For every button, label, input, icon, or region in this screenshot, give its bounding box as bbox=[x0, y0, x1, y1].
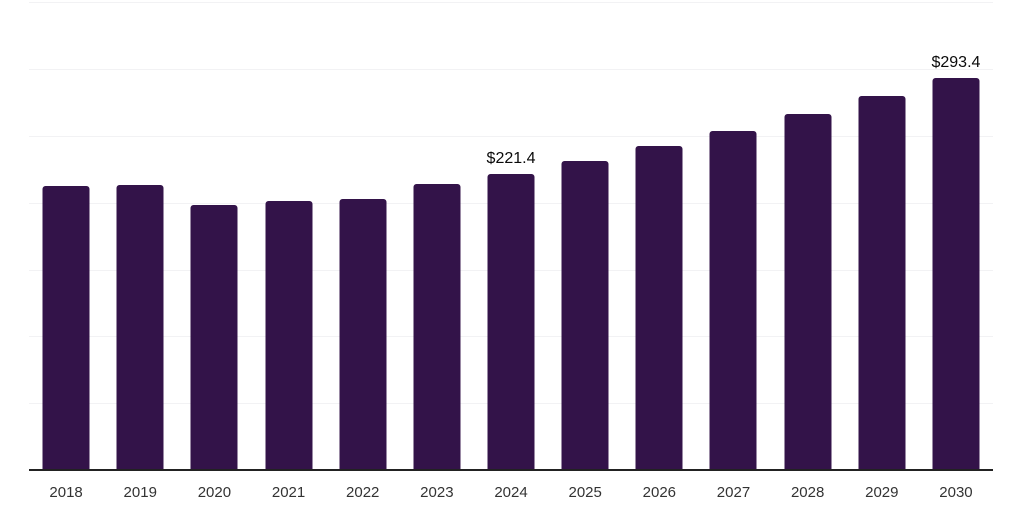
gridline bbox=[29, 69, 993, 71]
bar-2018 bbox=[42, 185, 90, 470]
gridline bbox=[29, 2, 993, 4]
bar-slot-2023 bbox=[400, 0, 474, 470]
bar-slot-2030: $293.4 bbox=[919, 0, 993, 470]
bar-slot-2019 bbox=[103, 0, 177, 470]
bar-2020 bbox=[190, 205, 238, 470]
bar-slot-2028 bbox=[771, 0, 845, 470]
bar-slot-2029 bbox=[845, 0, 919, 470]
bar-2022 bbox=[339, 198, 387, 470]
bar-slot-2025 bbox=[548, 0, 622, 470]
x-tick-label-2027: 2027 bbox=[716, 484, 751, 501]
x-tick-label-2021: 2021 bbox=[271, 484, 306, 501]
plot-area: $221.4 $293.4 2018 2019 2020 2021 2022 2023 202… bbox=[29, 0, 993, 512]
bar-slot-2020 bbox=[177, 0, 251, 470]
x-axis-tick-labels: 2018 2019 2020 2021 2022 2023 2024 2025 2026 2027… bbox=[29, 484, 993, 502]
x-tick-label-2024: 2024 bbox=[494, 484, 528, 501]
x-tick-label-2025: 2025 bbox=[568, 484, 602, 501]
x-tick-label-2018: 2018 bbox=[49, 484, 83, 501]
bar-2029 bbox=[858, 95, 906, 470]
bar-2026 bbox=[635, 145, 683, 470]
x-tick-label-2028: 2028 bbox=[790, 484, 825, 501]
bar-2025 bbox=[561, 161, 609, 470]
bar-2028 bbox=[784, 114, 832, 470]
bar-slot-2026 bbox=[622, 0, 696, 470]
bar-2021 bbox=[265, 201, 313, 470]
x-tick-label-2029: 2029 bbox=[865, 484, 899, 501]
gridline bbox=[29, 136, 993, 137]
bar-value-label-2024: $221.4 bbox=[486, 150, 536, 168]
bar-2023 bbox=[413, 184, 461, 470]
x-tick-label-2022: 2022 bbox=[346, 484, 380, 501]
bars-layer: $221.4 $293.4 bbox=[29, 0, 993, 470]
bar-2024 bbox=[487, 174, 535, 470]
x-tick-label-2019: 2019 bbox=[123, 484, 157, 501]
x-tick-label-2023: 2023 bbox=[420, 484, 454, 501]
bar-value-label-2030: $293.4 bbox=[931, 54, 981, 71]
bar-slot-2027 bbox=[696, 0, 770, 470]
x-tick-label-2020: 2020 bbox=[197, 484, 232, 501]
x-tick-label-2026: 2026 bbox=[642, 484, 677, 501]
x-tick-label-2030: 2030 bbox=[939, 484, 973, 501]
bar-slot-2018 bbox=[29, 0, 103, 470]
bar-slot-2024: $221.4 bbox=[474, 0, 548, 470]
bar-slot-2021 bbox=[251, 0, 325, 470]
bar-2019 bbox=[116, 184, 164, 470]
bar-2030 bbox=[932, 78, 980, 470]
x-axis-line bbox=[29, 469, 993, 471]
bar-slot-2022 bbox=[326, 0, 400, 470]
bar-2027 bbox=[709, 131, 757, 470]
